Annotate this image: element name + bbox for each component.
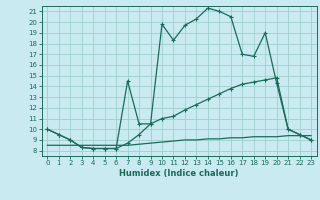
X-axis label: Humidex (Indice chaleur): Humidex (Indice chaleur) <box>119 169 239 178</box>
